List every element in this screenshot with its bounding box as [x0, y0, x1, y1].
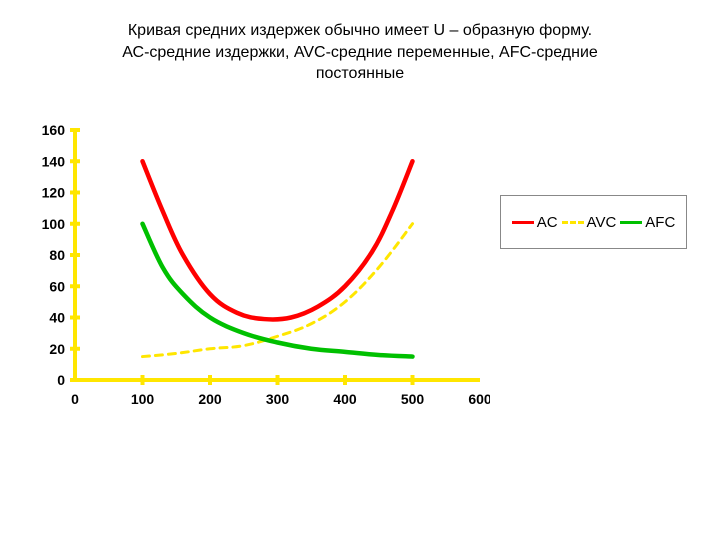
legend-item-ac: AC — [512, 214, 558, 231]
legend-swatch — [562, 221, 584, 224]
title-line-3: постоянные — [316, 65, 404, 82]
y-tick-label: 20 — [49, 341, 65, 357]
chart-legend: AC AVC AFC — [500, 195, 687, 249]
y-tick-label: 160 — [42, 122, 66, 138]
y-tick-label: 0 — [57, 372, 65, 388]
title-line-2: АС-средние издержки, AVC-средние перемен… — [122, 44, 598, 61]
chart-canvas: 0 20 40 60 80 100 120 140 160 0 100 200 300 400 500 600 — [20, 120, 490, 420]
cost-curve-chart: 0 20 40 60 80 100 120 140 160 0 100 200 300 400 500 600 — [20, 120, 490, 420]
x-tick-label: 300 — [266, 391, 290, 407]
y-tick-label: 60 — [49, 278, 65, 294]
x-tick-label: 0 — [71, 391, 79, 407]
legend-label: AVC — [587, 214, 617, 231]
x-tick-label: 100 — [131, 391, 155, 407]
legend-swatch — [620, 221, 642, 224]
legend-label: AFC — [645, 214, 675, 231]
y-tick-label: 100 — [42, 216, 66, 232]
title-line-1: Кривая средних издержек обычно имеет U –… — [128, 22, 592, 39]
x-tick-label: 400 — [333, 391, 357, 407]
y-tick-label: 140 — [42, 153, 66, 169]
y-tick-label: 80 — [49, 247, 65, 263]
page-title: Кривая средних издержек обычно имеет U –… — [0, 0, 720, 85]
legend-swatch — [512, 221, 534, 224]
legend-item-avc: AVC — [562, 214, 617, 231]
series-avc — [143, 224, 413, 357]
legend-label: AC — [537, 214, 558, 231]
x-tick-label: 200 — [198, 391, 222, 407]
legend-item-afc: AFC — [620, 214, 675, 231]
y-tick-label: 40 — [49, 310, 65, 326]
x-tick-label: 600 — [468, 391, 490, 407]
x-tick-label: 500 — [401, 391, 425, 407]
y-tick-label: 120 — [42, 185, 66, 201]
